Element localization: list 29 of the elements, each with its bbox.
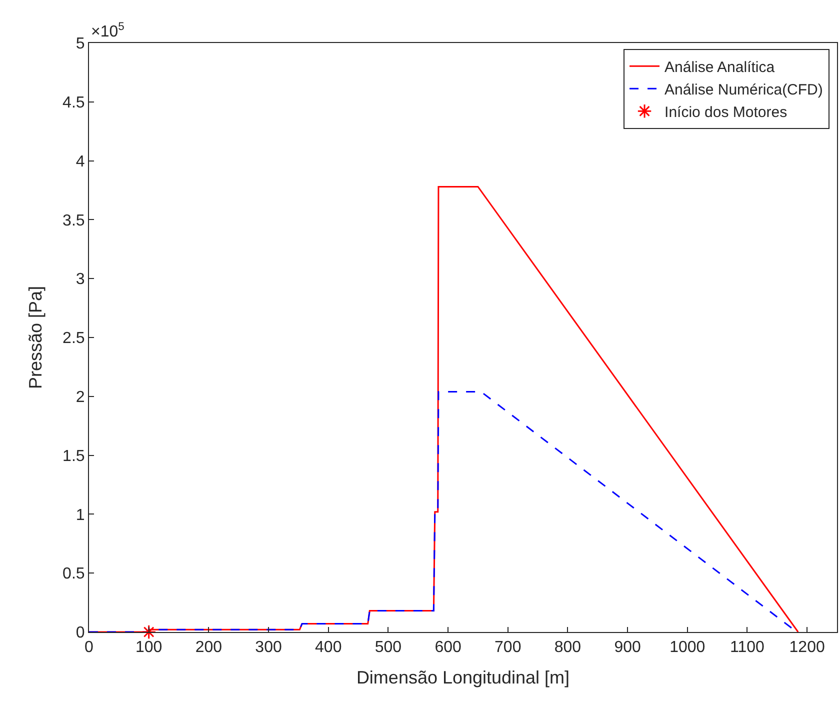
x-tick-label: 500 [374,639,402,656]
y-tick-label: 5 [76,36,85,53]
x-axis-title: Dimensão Longitudinal [m] [356,667,570,688]
x-tick-label: 700 [494,639,522,656]
y-tick-label: 3.5 [62,212,85,230]
y-tick-label: 1 [76,506,85,524]
y-tick-label: 0.5 [62,566,85,583]
y-tick-label: 4.5 [62,94,85,112]
x-tick-label: 100 [135,639,162,656]
x-tick-label: 200 [195,639,222,656]
y-tick-label: 4 [76,153,85,170]
x-tick-label: 800 [554,639,582,656]
x-tick-label: 900 [614,639,642,656]
x-tick-label: 1100 [730,639,765,656]
y-tick-label: 2.5 [62,330,85,348]
legend-label: Início dos Motores [664,104,788,121]
x-tick-label: 1000 [670,639,706,656]
x-tick-label: 300 [255,639,282,656]
y-tick-label: 3 [76,271,85,288]
legend-label: Análise Analítica [664,58,776,76]
y-tick-label: 2 [76,389,85,406]
text: ×10$^{5}$ [91,21,124,41]
x-tick-label: 400 [315,639,342,656]
y-tick-label: 1.5 [62,448,85,465]
y-tick-label: 0 [76,624,85,642]
x-tick-label: 1200 [789,639,825,656]
x-tick-label: 600 [434,639,462,656]
y-axis-title: Pressão [Pa] [26,286,46,390]
legend-label: Análise Numérica(CFD) [664,81,823,98]
